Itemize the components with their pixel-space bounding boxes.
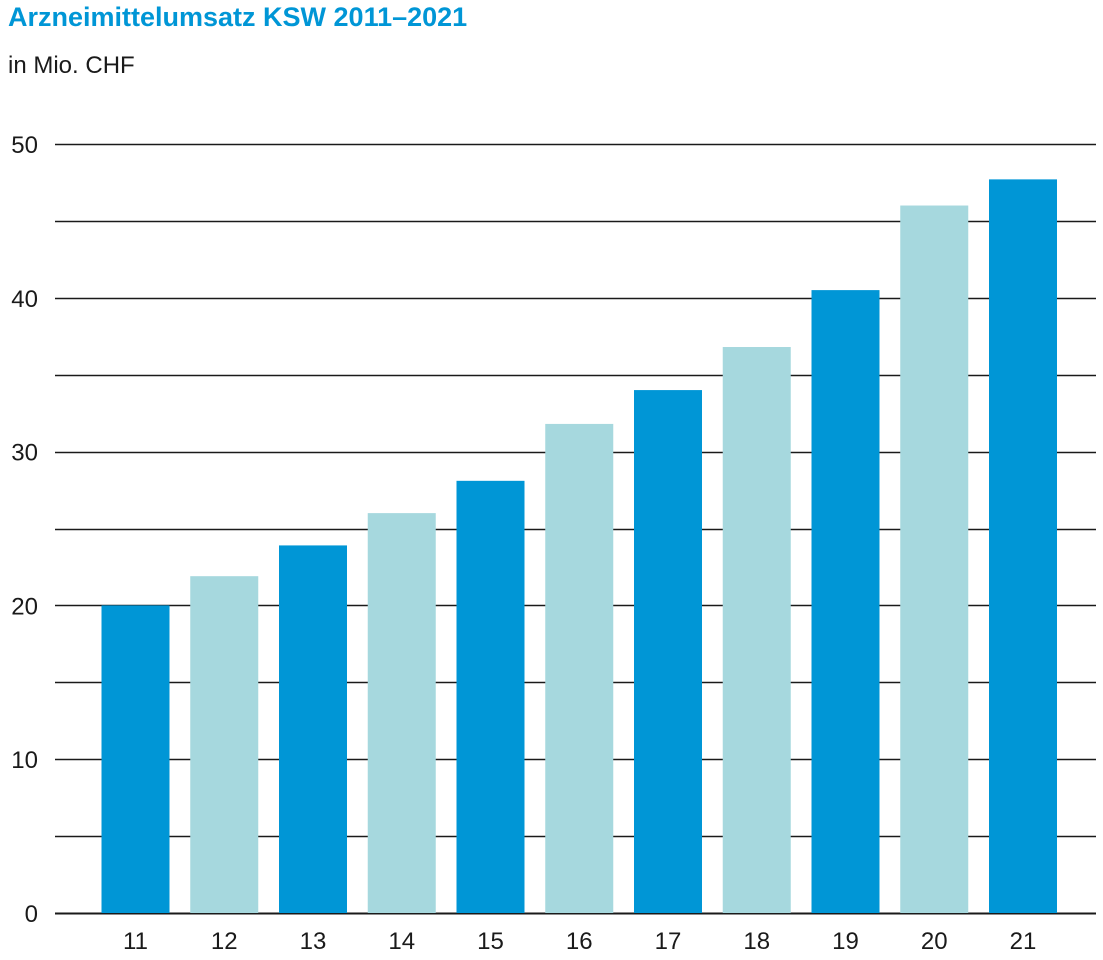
bar-17 xyxy=(634,390,702,914)
bar-16 xyxy=(545,423,614,913)
y-tick-label: 50 xyxy=(11,132,38,159)
bar-12 xyxy=(190,576,259,913)
bar-19 xyxy=(811,290,880,913)
x-tick-label: 17 xyxy=(655,928,682,955)
bar-21 xyxy=(989,179,1057,913)
chart-title: Arzneimittelumsatz KSW 2011–2021 xyxy=(8,2,468,32)
x-tick-label: 20 xyxy=(921,928,948,955)
bar-14 xyxy=(367,513,436,913)
x-tick-label: 16 xyxy=(566,928,593,955)
bar-20 xyxy=(900,205,969,913)
x-tick-label: 19 xyxy=(832,928,859,955)
chart-subtitle: in Mio. CHF xyxy=(8,52,135,79)
y-tick-label: 30 xyxy=(11,440,38,467)
y-tick-label: 40 xyxy=(11,286,38,313)
y-tick-label: 20 xyxy=(11,593,38,620)
x-tick-label: 14 xyxy=(388,928,415,955)
x-tick-label: 21 xyxy=(1010,928,1037,955)
x-tick-label: 18 xyxy=(743,928,770,955)
x-tick-label: 11 xyxy=(123,928,148,955)
x-axis-tick-labels: 11 12 13 14 15 16 17 18 19 20 21 xyxy=(123,928,1036,955)
y-tick-label: 0 xyxy=(25,901,38,928)
bar-13 xyxy=(279,545,347,913)
x-tick-label: 15 xyxy=(477,928,504,955)
bars xyxy=(101,179,1057,914)
y-tick-label: 10 xyxy=(11,747,38,774)
bar-11 xyxy=(101,605,170,913)
y-axis-tick-labels: 0 10 20 30 40 50 xyxy=(11,132,38,928)
bar-15 xyxy=(456,480,525,913)
x-tick-label: 13 xyxy=(300,928,327,955)
x-tick-label: 12 xyxy=(211,928,238,955)
bar-18 xyxy=(722,347,791,913)
